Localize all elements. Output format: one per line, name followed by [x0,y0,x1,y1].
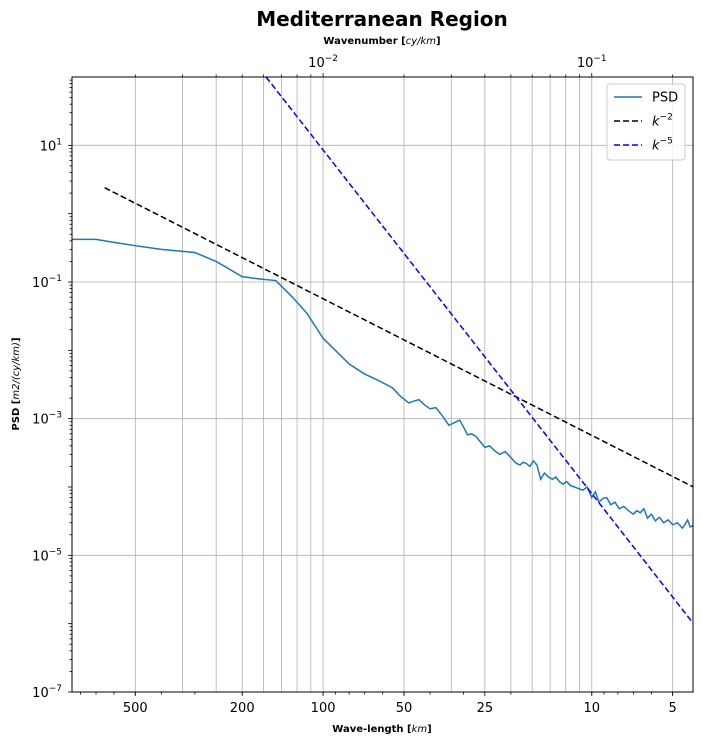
y-tick-label: 10−1 [32,274,62,291]
series-layer [72,77,693,625]
top-axis-label: Wavenumber [cy/km] [323,36,440,47]
legend-box [606,83,686,161]
x-axis-label: Wave-length [km] [332,724,431,735]
y-tick-label: 10−3 [32,411,62,428]
x-tick-label: 100 [311,701,336,716]
chart-title: Mediterranean Region [256,7,508,31]
legend-label: k−2 [652,113,673,130]
legend: PSD k−2 k−5 [606,83,686,161]
y-tick-label: 10−7 [32,684,62,701]
legend-label: k−5 [652,137,673,154]
x-tick-label: 10 [583,701,600,716]
y-axis-label: PSD [m2/(cy/km)] [11,337,22,430]
x-tick-label: 500 [123,701,148,716]
top-tick-label: 10−2 [308,54,338,71]
legend-label: PSD [652,91,678,106]
top-tick-label: 10−1 [577,54,607,71]
series-line-psd [72,238,693,530]
x-tick-label: 5 [669,701,677,716]
ticks-layer: 500 200 100 50 25 10 5 10−2 10−1 10−7 10−5 10−3 10−1… [32,54,677,716]
grid [72,77,693,692]
x-tick-label: 50 [396,701,413,716]
series-line-k-minus-2 [104,187,693,488]
y-tick-label: 101 [40,137,62,154]
x-tick-label: 25 [477,701,494,716]
y-tick-label: 10−5 [32,547,62,564]
x-tick-label: 200 [230,701,255,716]
